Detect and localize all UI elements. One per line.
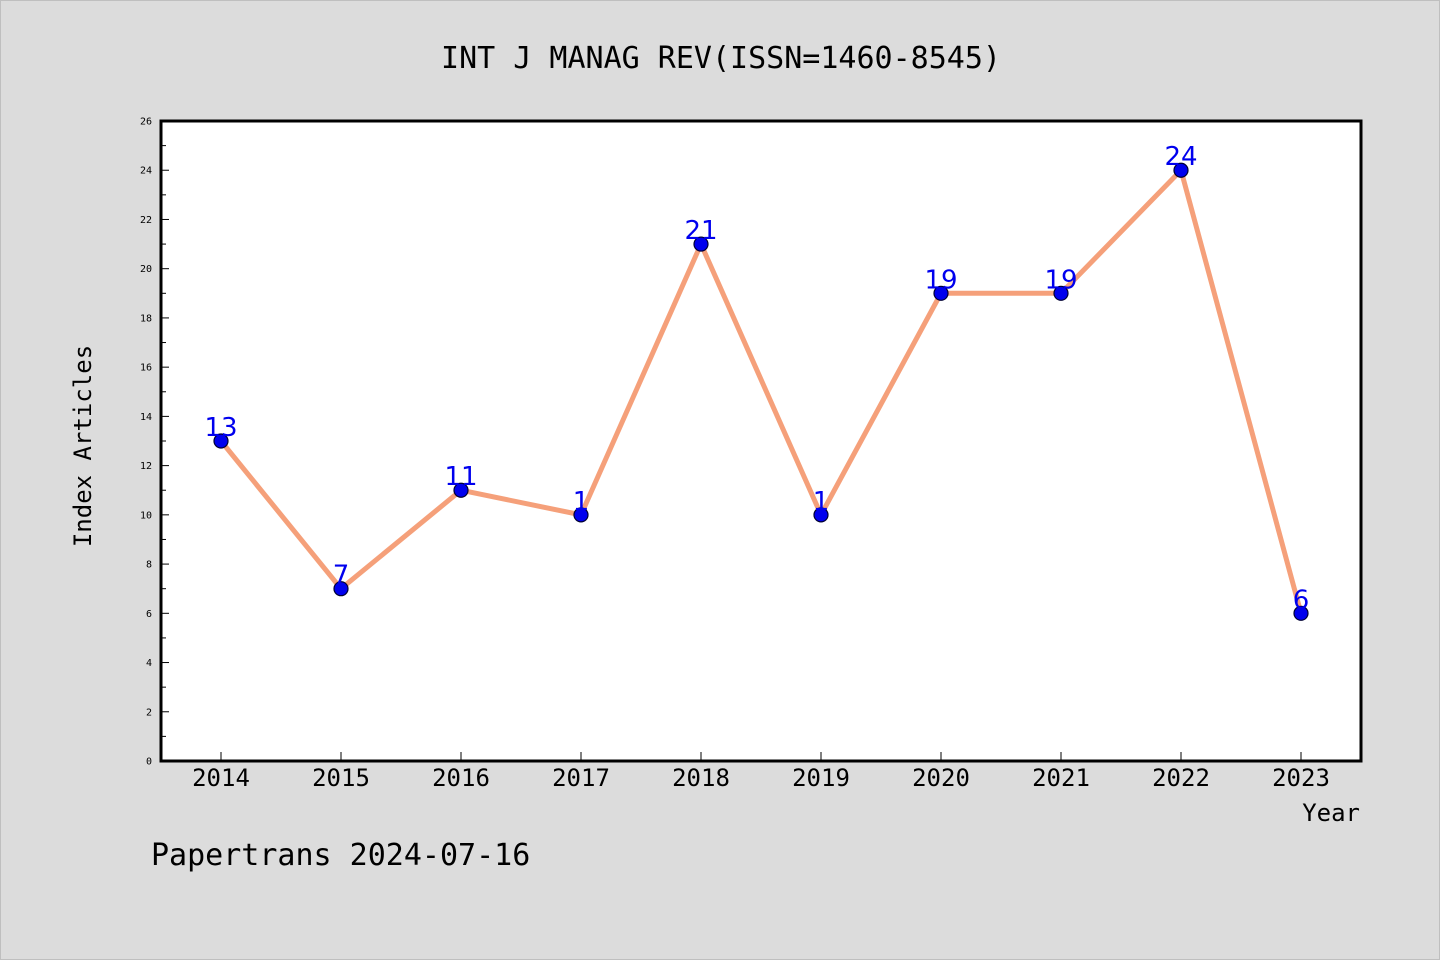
x-tick-label: 2023 <box>1272 764 1330 792</box>
y-tick-label: 10 <box>140 510 152 521</box>
y-tick-label: 26 <box>140 117 152 128</box>
data-label: 19 <box>924 265 957 295</box>
y-tick-label: 0 <box>146 757 152 768</box>
y-tick-label: 18 <box>140 313 152 324</box>
y-axis-title: Index Articles <box>69 345 97 547</box>
y-tick-label: 6 <box>146 609 152 620</box>
y-tick-label: 24 <box>140 166 152 177</box>
data-label: 19 <box>1044 265 1077 295</box>
y-tick-label: 20 <box>140 264 152 275</box>
y-tick-label: 16 <box>140 363 152 374</box>
data-point <box>933 285 949 301</box>
data-point <box>333 581 349 597</box>
data-point <box>1173 162 1189 178</box>
x-tick-label: 2018 <box>672 764 730 792</box>
data-point <box>693 236 709 252</box>
x-tick-label: 2017 <box>552 764 610 792</box>
data-point <box>453 482 469 498</box>
data-point <box>1293 605 1309 621</box>
y-tick-label: 14 <box>140 412 152 423</box>
chart-title: INT J MANAG REV(ISSN=1460-8545) <box>441 41 1001 76</box>
data-label: 13 <box>204 413 237 443</box>
x-tick-label: 2021 <box>1032 764 1090 792</box>
x-tick-label: 2014 <box>192 764 250 792</box>
x-axis-title: Year <box>1302 799 1360 827</box>
data-point <box>1053 285 1069 301</box>
footer-text: Papertrans 2024-07-16 <box>151 838 530 873</box>
data-label: 7 <box>333 561 350 591</box>
data-label: 1 <box>813 487 830 517</box>
x-tick-label: 2022 <box>1152 764 1210 792</box>
y-tick-label: 22 <box>140 215 152 226</box>
data-point <box>213 433 229 449</box>
x-tick-label: 2015 <box>312 764 370 792</box>
x-tick-label: 2019 <box>792 764 850 792</box>
data-point <box>573 507 589 523</box>
series-line <box>219 165 1304 614</box>
y-tick-label: 8 <box>146 560 152 571</box>
data-label: 11 <box>444 462 477 492</box>
data-point <box>813 507 829 523</box>
series-index-articles <box>213 162 1309 621</box>
data-label: 21 <box>684 216 717 246</box>
x-tick-label: 2016 <box>432 764 490 792</box>
x-tick-label: 2020 <box>912 764 970 792</box>
y-tick-label: 12 <box>140 461 152 472</box>
y-tick-label: 2 <box>146 707 152 718</box>
data-label: 24 <box>1164 142 1197 172</box>
y-tick-label: 4 <box>146 658 152 669</box>
data-label: 6 <box>1293 585 1310 615</box>
data-label: 1 <box>573 487 590 517</box>
x-axis: 2014 2015 2016 2017 2018 2019 2020 2021 2022 2023 <box>192 752 1330 792</box>
plot-area <box>159 119 1363 763</box>
